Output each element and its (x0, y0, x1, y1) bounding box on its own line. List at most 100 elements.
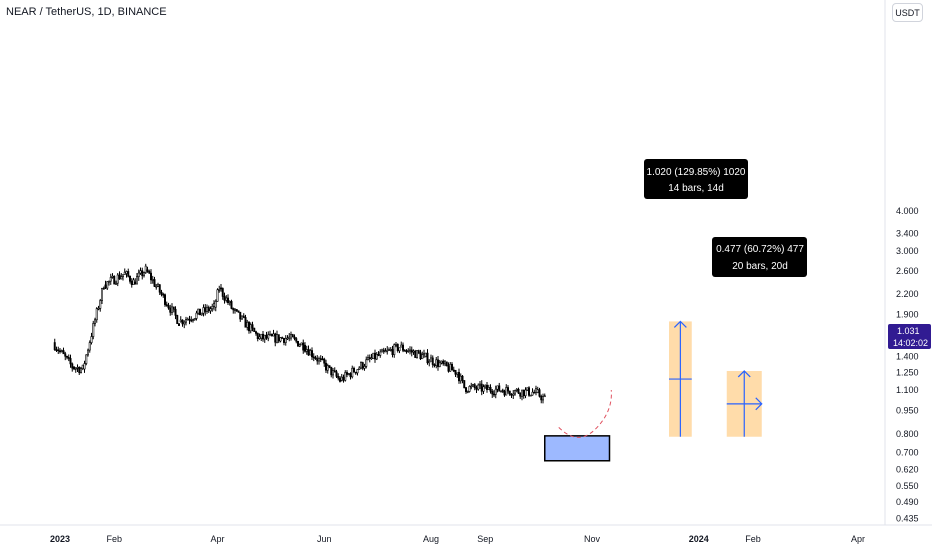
price-tick: 2.200 (896, 289, 919, 299)
candle (431, 355, 434, 368)
candle-body (300, 342, 303, 346)
price-tick: 0.800 (896, 429, 919, 439)
countdown-timer: 14:02:02 (893, 338, 928, 348)
candle-body (108, 280, 111, 283)
candle-body (71, 363, 74, 369)
candle-body (520, 389, 523, 397)
candle (214, 299, 217, 312)
candle-body (106, 281, 109, 289)
candle-body (286, 337, 289, 340)
candle (510, 393, 513, 399)
candle (498, 382, 501, 392)
candle (417, 349, 420, 355)
candle (122, 274, 125, 281)
candle-body (314, 357, 317, 359)
candle (401, 342, 404, 353)
candle (487, 384, 490, 390)
candle (433, 363, 436, 368)
candle (282, 337, 285, 346)
candle-body (228, 301, 231, 303)
candle-body (120, 276, 123, 280)
candle-body (55, 349, 58, 351)
candle-body (303, 344, 306, 352)
candle (277, 334, 280, 344)
candle-body (414, 350, 417, 358)
candle (449, 362, 452, 372)
candle (76, 364, 79, 372)
candle-body (421, 354, 424, 360)
candle-body (199, 308, 202, 316)
candle (116, 272, 119, 287)
price-range-measure (669, 320, 692, 437)
candle (358, 366, 361, 370)
candle (436, 355, 439, 371)
candle-body (503, 391, 506, 396)
candle (517, 387, 520, 394)
candle (132, 277, 135, 285)
candle-body (351, 367, 354, 378)
candle-body (442, 360, 445, 365)
candle (319, 355, 322, 363)
candle (456, 372, 459, 378)
candle (520, 389, 523, 401)
candle (466, 390, 469, 394)
candle-body (116, 274, 119, 284)
candle-body (345, 372, 348, 375)
candle-body (241, 315, 244, 320)
price-axis[interactable]: 4.0003.4003.0002.6002.2001.9001.6001.400… (896, 206, 919, 523)
candle-body (464, 387, 467, 392)
candle (494, 385, 497, 399)
candle-body (188, 318, 191, 321)
candle (251, 321, 254, 332)
candle (457, 368, 460, 384)
candle (255, 330, 258, 336)
candle-body (174, 308, 177, 316)
candle (167, 302, 170, 310)
candle (246, 319, 249, 331)
candle (533, 389, 536, 394)
candle (326, 363, 329, 374)
candle (202, 304, 205, 317)
candle (284, 335, 287, 346)
candle (359, 361, 362, 370)
candle-body (242, 315, 245, 318)
candle-body (400, 344, 403, 348)
candle-body (466, 391, 469, 393)
candle (375, 352, 378, 361)
candle (314, 355, 317, 360)
candle (260, 333, 263, 342)
candle (193, 318, 196, 321)
candle (344, 370, 347, 382)
candle-body (232, 308, 235, 311)
candle (389, 347, 392, 352)
time-axis[interactable]: 2023 Feb Apr Jun Aug Sep Nov 2024 Feb Apr (50, 534, 865, 544)
candle (349, 372, 352, 380)
candle-body (382, 349, 385, 352)
candle-body (227, 297, 230, 303)
candle (136, 273, 139, 285)
candle-body (214, 301, 217, 308)
candle-body (202, 307, 205, 314)
candle (398, 347, 401, 354)
candle (345, 370, 348, 378)
candle-body (94, 319, 97, 324)
candle-body (88, 342, 91, 351)
candle (258, 333, 261, 340)
candle (109, 273, 112, 285)
candle (541, 393, 544, 404)
candle (209, 306, 212, 314)
candle (496, 385, 499, 393)
candle (174, 306, 177, 320)
candle (452, 366, 455, 373)
candle-body (234, 309, 237, 312)
candle-body (410, 349, 413, 353)
candle (200, 312, 203, 316)
candle-body (389, 349, 392, 351)
currency-button[interactable]: USDT (892, 3, 923, 22)
candle-body (317, 358, 320, 362)
candle-body (494, 388, 497, 395)
candle-body (478, 383, 481, 386)
candle (249, 322, 252, 334)
candle (185, 316, 188, 326)
